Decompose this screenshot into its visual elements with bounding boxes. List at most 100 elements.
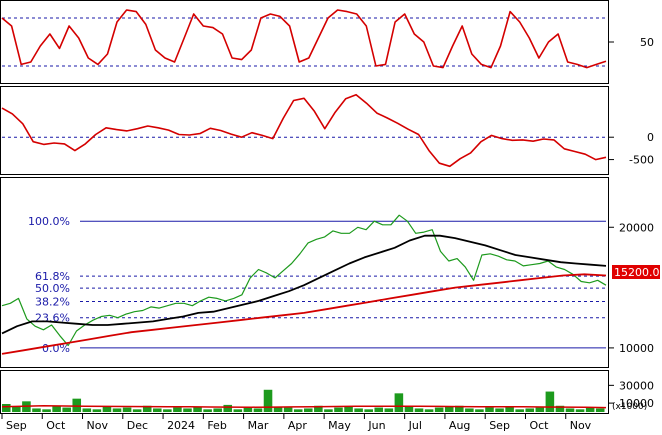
month-label: Feb	[207, 419, 226, 432]
volume-bar	[465, 408, 474, 412]
volume-bar	[52, 405, 61, 412]
volume-bar	[575, 409, 585, 412]
volume-bar	[304, 408, 313, 412]
volume-bar	[2, 404, 11, 412]
volume-bar	[485, 407, 494, 412]
fibonacci-levels: 100.0%61.8%50.0%38.2%23.6%0.0%	[28, 215, 606, 355]
volume-bar	[314, 405, 323, 412]
volume-bar	[404, 406, 414, 412]
fib-level-label: 38.2%	[35, 295, 70, 308]
month-label: Jul	[408, 419, 422, 432]
fib-level-label: 50.0%	[35, 282, 70, 295]
stochastic-panel-frame	[0, 0, 609, 84]
stochastic-tick-label: 50	[640, 36, 654, 49]
month-label: Oct	[46, 419, 66, 432]
volume-bar	[193, 406, 202, 412]
month-label: 2024	[167, 419, 195, 432]
volume-bar	[344, 406, 353, 412]
volume-bar	[273, 406, 283, 412]
price-series-line	[1, 214, 607, 347]
volume-unit-label: (x1000)	[612, 402, 647, 412]
volume-bar	[455, 405, 464, 412]
volume-bar	[72, 398, 82, 412]
volume-series-line	[1, 405, 607, 409]
oscillator-tick-label: 0	[647, 131, 654, 144]
volume-bar	[283, 407, 293, 412]
volume-panel-frame	[0, 370, 609, 414]
month-label: Apr	[288, 419, 308, 432]
volume-bars	[2, 389, 605, 412]
volume-bar	[153, 408, 162, 412]
volume-bar	[223, 404, 233, 412]
volume-bar	[424, 409, 434, 412]
oscillator-series-line	[1, 93, 607, 168]
volume-bar	[112, 408, 122, 412]
volume-bar	[82, 408, 92, 412]
oscillator-panel-frame	[0, 86, 609, 175]
volume-bar	[183, 408, 192, 412]
month-label: Sep	[6, 419, 27, 432]
volume-bar	[293, 409, 303, 412]
fib-level-label: 61.8%	[35, 270, 70, 283]
month-label: May	[328, 419, 351, 432]
volume-bar	[364, 409, 373, 412]
volume-bar	[102, 406, 112, 412]
volume-bar	[394, 393, 404, 412]
volume-bar	[555, 405, 565, 412]
volume-bar	[62, 407, 71, 412]
volume-bar	[132, 409, 142, 412]
volume-bar	[475, 409, 484, 412]
volume-bar	[253, 408, 263, 412]
volume-bar	[263, 389, 273, 412]
month-label: Dec	[127, 419, 148, 432]
month-label: Oct	[529, 419, 549, 432]
volume-bar	[233, 409, 243, 412]
volume-bar	[354, 408, 363, 412]
volume-bar	[535, 407, 545, 412]
volume-bar	[243, 407, 253, 412]
price-tick-label: 10000	[619, 342, 654, 355]
last-price-badge	[612, 265, 660, 279]
volume-bar	[414, 408, 424, 412]
month-label: Nov	[570, 419, 592, 432]
volume-bar	[92, 409, 102, 412]
volume-bar	[163, 409, 172, 412]
volume-bar	[505, 406, 514, 412]
series-lines	[1, 9, 607, 409]
price-tick-label: 20000	[619, 221, 654, 234]
volume-bar	[515, 409, 524, 412]
volume-bar	[374, 407, 384, 412]
volume-tick-label: 30000	[619, 379, 654, 392]
volume-bar	[203, 409, 212, 412]
volume-bar	[334, 407, 343, 412]
fib-level-label: 100.0%	[28, 215, 70, 228]
stochastic-series-line	[1, 9, 607, 69]
volume-bar	[525, 408, 535, 412]
price-series-line	[1, 273, 607, 355]
volume-bar	[495, 408, 504, 412]
volume-bar	[213, 408, 222, 412]
price-series-line	[1, 234, 607, 335]
x-axis-months: Sep Oct Nov Dec 2024 Feb Mar Apr May Jun Jul Aug Sep…	[1, 414, 592, 432]
volume-bar	[434, 407, 444, 412]
volume-bar	[42, 409, 51, 412]
axis-ticks: 50 0 -500 20000 10000 30000 10000	[609, 36, 654, 410]
volume-tick-label: 10000	[619, 397, 654, 410]
volume-bar	[545, 391, 555, 412]
month-label: Mar	[248, 419, 269, 432]
month-label: Aug	[449, 419, 470, 432]
reference-lines	[2, 17, 606, 138]
volume-bar	[122, 407, 132, 412]
volume-bar	[384, 408, 394, 412]
month-label: Nov	[87, 419, 109, 432]
volume-bar	[324, 409, 333, 412]
month-label: Jun	[367, 419, 385, 432]
volume-bar	[173, 407, 182, 412]
oscillator-tick-label: -500	[629, 154, 654, 167]
volume-bar	[565, 408, 575, 412]
volume-bar	[142, 405, 152, 412]
last-price-label: 15200.00	[614, 266, 662, 279]
volume-bar	[32, 408, 41, 412]
volume-bar	[595, 408, 605, 412]
